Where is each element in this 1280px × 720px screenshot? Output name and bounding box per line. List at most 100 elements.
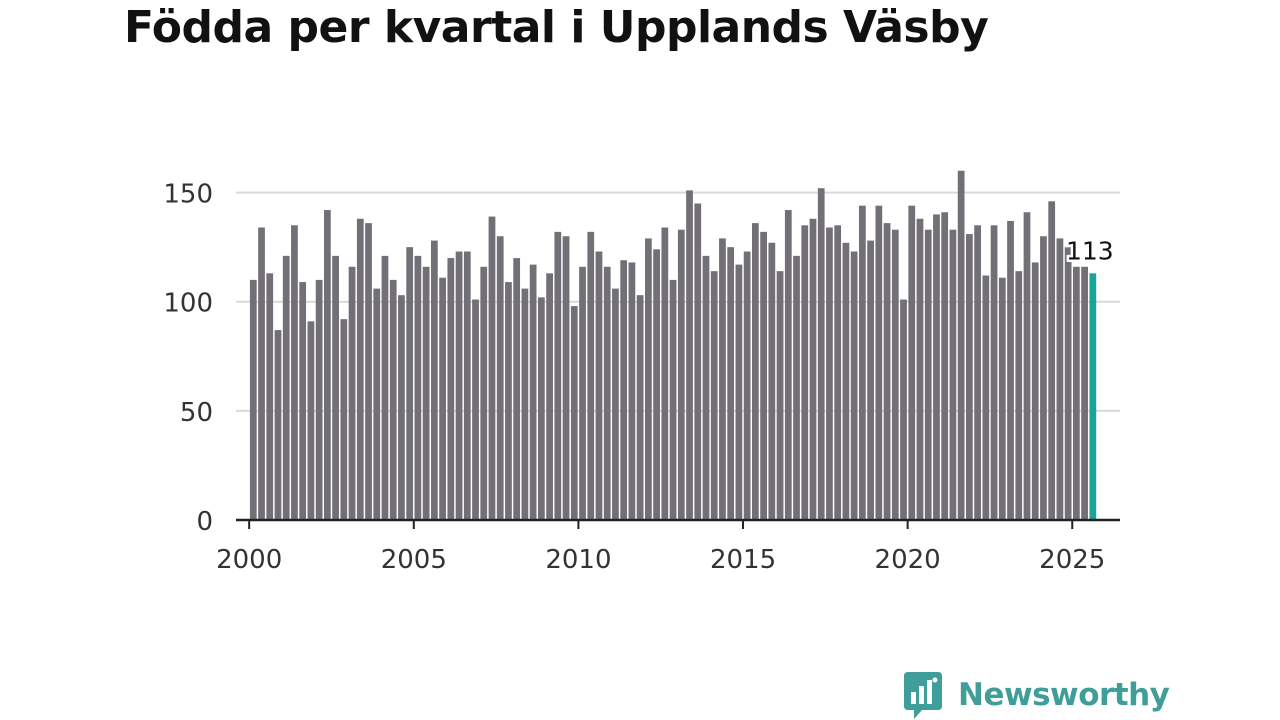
bar [554, 231, 562, 521]
bar [727, 247, 735, 520]
bar [686, 190, 693, 520]
bar [900, 299, 907, 520]
bar [1007, 220, 1014, 520]
bar [546, 273, 553, 520]
x-tick-label: 2015 [710, 545, 776, 575]
bar [315, 279, 323, 520]
bar [529, 264, 537, 520]
bar [381, 255, 389, 520]
bar [472, 299, 479, 520]
bar [406, 247, 414, 520]
bar [389, 279, 397, 520]
bar [933, 214, 940, 520]
bar [332, 255, 339, 520]
bar [307, 321, 315, 520]
bar [365, 223, 372, 520]
bar [323, 210, 331, 520]
x-tick-label: 2010 [545, 545, 611, 575]
y-tick-label: 100 [163, 289, 213, 319]
bar [1015, 271, 1023, 520]
bar [513, 258, 521, 520]
bar [735, 264, 743, 520]
bar [430, 240, 438, 520]
bar [883, 223, 891, 520]
bar [677, 229, 685, 520]
bar [463, 251, 471, 520]
bar [266, 273, 274, 520]
y-tick-label: 0 [196, 507, 213, 537]
bar [439, 277, 446, 520]
bar [826, 227, 833, 520]
bar [957, 170, 965, 521]
newsworthy-logo[interactable]: Newsworthy [902, 670, 1170, 720]
x-tick-label: 2005 [381, 545, 447, 575]
bar [1073, 266, 1080, 520]
bar-highlight [1089, 273, 1097, 520]
y-tick-label: 150 [163, 180, 213, 210]
bar [644, 238, 652, 520]
bar [1048, 201, 1056, 521]
bar [1056, 238, 1064, 520]
bar [348, 266, 356, 520]
bar [537, 297, 545, 520]
bar [710, 271, 718, 520]
bar [719, 238, 726, 520]
bar [941, 212, 949, 520]
bar [801, 225, 809, 520]
bar [258, 227, 265, 520]
bar [752, 223, 759, 520]
bar [274, 330, 282, 520]
bar [414, 255, 422, 520]
bar [356, 218, 364, 520]
x-tick-label: 2000 [216, 545, 282, 575]
bar [299, 282, 307, 520]
bar [249, 279, 257, 520]
bar [966, 234, 973, 521]
bar [776, 271, 784, 520]
bar [340, 319, 348, 520]
bar [496, 236, 504, 521]
bar [447, 258, 455, 520]
chart-title: Födda per kvartal i Upplands Väsby [124, 2, 989, 53]
bar [570, 306, 578, 520]
x-tick-label: 2025 [1039, 545, 1105, 575]
bar [373, 288, 381, 520]
bar [620, 260, 628, 520]
bar [661, 227, 669, 520]
bar [636, 295, 644, 520]
bar [990, 225, 998, 520]
value-label: 113 [1066, 236, 1114, 265]
bar [521, 288, 529, 520]
bar [743, 251, 751, 520]
bar [908, 205, 916, 521]
bar [694, 203, 702, 521]
bar [628, 262, 636, 520]
bar [480, 266, 488, 520]
bar [809, 218, 817, 520]
bar [562, 236, 570, 521]
bar [875, 205, 883, 521]
bar [282, 255, 290, 520]
bar [398, 295, 405, 520]
x-tick-label: 2020 [875, 545, 941, 575]
bar [784, 210, 792, 520]
bar [1064, 247, 1072, 520]
bar [587, 231, 595, 521]
bar [842, 242, 850, 520]
bar [982, 275, 990, 520]
bar [1031, 262, 1039, 520]
bar [793, 255, 800, 520]
y-tick-label: 50 [180, 398, 213, 428]
bar [603, 266, 611, 520]
bar [817, 188, 825, 520]
bar [669, 279, 677, 520]
bar [1081, 266, 1088, 520]
bar [850, 251, 858, 520]
bar [916, 218, 924, 520]
bar [949, 229, 957, 520]
newsworthy-logo-icon [904, 672, 942, 719]
bar [488, 216, 496, 520]
bar [834, 225, 842, 520]
bar [1040, 236, 1047, 521]
